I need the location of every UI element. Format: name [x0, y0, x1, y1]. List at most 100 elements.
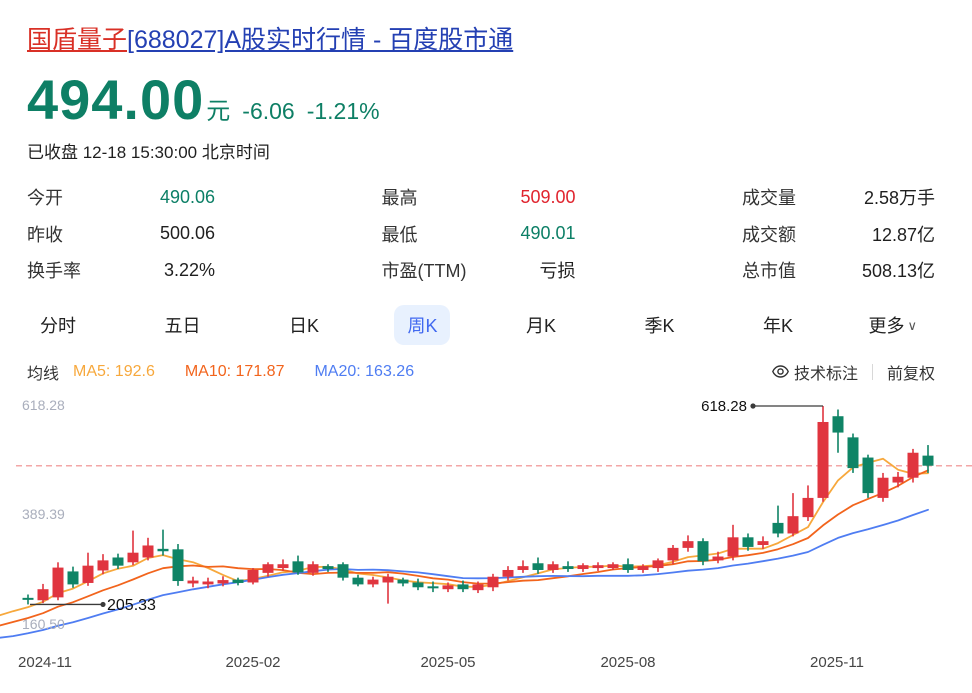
- candle-body: [757, 540, 769, 545]
- candle-body: [247, 569, 259, 582]
- stat-value: 500.06: [159, 223, 215, 244]
- stat-row: 总市值 508.13亿: [742, 252, 935, 289]
- candle-body: [487, 576, 499, 587]
- stat-label: 成交量: [742, 188, 796, 209]
- x-axis-label: 2025-11: [810, 653, 864, 671]
- technical-marker-button[interactable]: 技术标注: [772, 360, 858, 384]
- chart-tools: 技术标注 前复权: [772, 360, 935, 384]
- stats-table: 今开 490.06 昨收 500.06 换手率 3.22% 最高 509.00 最低 490.0…: [27, 179, 935, 289]
- candle-body: [652, 559, 664, 568]
- stat-label: 成交额: [742, 224, 796, 245]
- stat-label: 总市值: [742, 261, 796, 282]
- candle-body: [637, 565, 649, 570]
- ma-legend-item: MA10: 171.87: [184, 362, 285, 380]
- stat-label: 最低: [381, 224, 418, 245]
- candle-body: [352, 577, 364, 584]
- candle-body: [502, 569, 514, 577]
- stat-label: 市盈(TTM): [381, 261, 467, 282]
- stock-title-link[interactable]: 国盾量子[688027]A股实时行情 - 百度股市通: [27, 26, 513, 54]
- eye-icon: [772, 365, 789, 378]
- tools-divider: [871, 363, 873, 380]
- ma-line-MA5: [0, 457, 929, 616]
- price-change: -6.06: [242, 98, 295, 124]
- candle-body: [37, 588, 49, 600]
- low-annotation-label: 205.33: [107, 596, 156, 613]
- chart-period-tabs: 分时 五日 日K 周K 月K 季K 年K 更多 ∨: [27, 304, 917, 345]
- candle-body: [322, 565, 334, 569]
- candle-body: [577, 564, 589, 569]
- candle-body: [832, 415, 844, 433]
- stats-column-1: 今开 490.06 昨收 500.06 换手率 3.22%: [27, 179, 215, 289]
- more-label: 更多: [868, 315, 905, 336]
- x-axis-label: 2025-02: [225, 653, 281, 671]
- candle-body: [217, 579, 229, 583]
- candle-body: [232, 579, 244, 583]
- stat-row: 换手率 3.22%: [27, 252, 215, 289]
- tab-五日[interactable]: 五日: [164, 315, 201, 336]
- candle-body: [592, 564, 604, 568]
- candle-body: [337, 563, 349, 578]
- candle-body: [112, 556, 124, 566]
- ma-legend-row: 均线 MA5: 192.6 MA10: 171.87 MA20: 163.26 技术…: [27, 360, 935, 384]
- candle-body: [157, 548, 169, 551]
- ma-legend-item: MA5: 192.6: [73, 362, 155, 380]
- stat-value: 亏损: [539, 261, 576, 282]
- candle-body: [607, 563, 619, 568]
- candle-body: [367, 579, 379, 584]
- stat-row: 最高 509.00: [382, 179, 576, 216]
- candlestick-chart[interactable]: 618.28 205.33: [0, 388, 972, 650]
- tab-周K[interactable]: 周K: [394, 304, 451, 345]
- stat-value: 2.58万手: [863, 188, 935, 209]
- candle-body: [532, 562, 544, 570]
- candle-body: [412, 581, 424, 587]
- tab-more[interactable]: 更多 ∨: [868, 312, 917, 338]
- technical-marker-label: 技术标注: [793, 365, 858, 383]
- candle-body: [892, 476, 904, 483]
- ma-line-MA20: [0, 508, 929, 639]
- candle-body: [442, 584, 454, 589]
- y-axis-label: 160.50: [22, 616, 65, 633]
- candle-body: [427, 585, 439, 588]
- stat-value: 12.87亿: [871, 224, 935, 245]
- candle-body: [862, 457, 874, 493]
- tab-日K[interactable]: 日K: [288, 315, 319, 336]
- candle-body: [172, 548, 184, 581]
- stat-label: 今开: [27, 188, 63, 209]
- stat-value: 3.22%: [163, 259, 215, 280]
- candle-body: [127, 552, 139, 562]
- candle-body: [847, 436, 859, 468]
- high-annotation-label: 618.28: [701, 398, 747, 415]
- tab-月K[interactable]: 月K: [525, 315, 556, 336]
- price-row: 494.00 元 -6.06 -1.21%: [27, 72, 945, 128]
- stat-row: 成交额 12.87亿: [742, 216, 935, 253]
- stat-label: 最高: [381, 188, 418, 209]
- candle-body: [97, 559, 109, 570]
- candle-body: [682, 540, 694, 548]
- candle-body: [742, 536, 754, 547]
- tab-分时[interactable]: 分时: [40, 315, 76, 336]
- candle-body: [697, 540, 709, 561]
- candle-body: [67, 570, 79, 584]
- tab-季K[interactable]: 季K: [644, 315, 675, 336]
- tab-年K[interactable]: 年K: [762, 315, 793, 336]
- stat-value: 509.00: [520, 186, 576, 207]
- adjust-mode-label: 前复权: [886, 365, 935, 383]
- candle-body: [472, 583, 484, 590]
- page-title-row: 国盾量子[688027]A股实时行情 - 百度股市通: [27, 0, 945, 56]
- candle-body: [787, 515, 799, 533]
- candle-body: [877, 477, 889, 498]
- x-axis-label: 2025-05: [420, 653, 476, 671]
- candle-body: [397, 579, 409, 583]
- ma-legend-items: MA5: 192.6 MA10: 171.87 MA20: 163.26: [73, 363, 444, 381]
- candle-body: [817, 421, 829, 498]
- candle-body: [667, 547, 679, 560]
- stat-value: 508.13亿: [861, 261, 935, 282]
- stat-label: 换手率: [27, 261, 81, 282]
- candle-body: [562, 565, 574, 569]
- candle-body: [292, 560, 304, 572]
- x-axis-label: 2024-11: [18, 653, 72, 671]
- adjust-mode-button[interactable]: 前复权: [887, 360, 935, 384]
- stats-column-3: 成交量 2.58万手成交额 12.87亿总市值 508.13亿: [742, 179, 935, 289]
- candle-body: [52, 567, 64, 597]
- candle-body: [517, 565, 529, 570]
